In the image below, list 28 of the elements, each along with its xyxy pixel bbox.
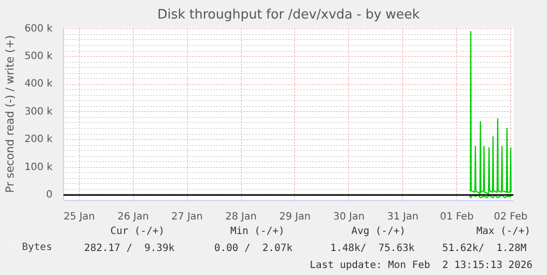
text: 0.00 / 2.07k [214, 243, 292, 254]
x-tick-label: 02 Feb [494, 212, 528, 222]
y-tick-label: 600 k [24, 23, 53, 34]
text: Avg (-/+) [351, 226, 406, 237]
x-tick-label: 28 Jan [225, 212, 257, 222]
y-axis-title: Pr second read (-) / write (+) [3, 35, 16, 193]
x-tick-label: 01 Feb [440, 212, 474, 222]
x-tick-label: 29 Jan [279, 212, 311, 222]
y-tick-label: 400 k [24, 78, 53, 90]
y-tick-label: 300 k [24, 106, 53, 118]
y-tick-label: 0 [46, 189, 53, 200]
x-tick-label: 31 Jan [387, 212, 418, 222]
text: 1.48k/ 75.63k [330, 243, 415, 254]
y-tick-label: 100 k [24, 162, 53, 173]
text: 282.17 / 9.39k [84, 243, 174, 254]
x-tick-label: 25 Jan [64, 212, 95, 222]
x-tick-label: 26 Jan [118, 212, 149, 222]
text: Max (-/+) [476, 226, 531, 237]
y-tick-label: 200 k [24, 134, 53, 146]
y-tick-label: 500 k [24, 51, 53, 62]
text: 51.62k/ 1.28M [442, 243, 526, 254]
x-tick-label: 27 Jan [171, 212, 203, 222]
text: Min (-/+) [230, 226, 285, 237]
chart-title: Disk throughput for /dev/xvda - by week [157, 8, 420, 22]
text: Cur (-/+) [110, 226, 165, 237]
text: Last update: Mon Feb 2 13:15:13 2026 [310, 260, 533, 271]
text: Bytes [22, 242, 52, 253]
x-tick-label: 30 Jan [333, 212, 365, 222]
